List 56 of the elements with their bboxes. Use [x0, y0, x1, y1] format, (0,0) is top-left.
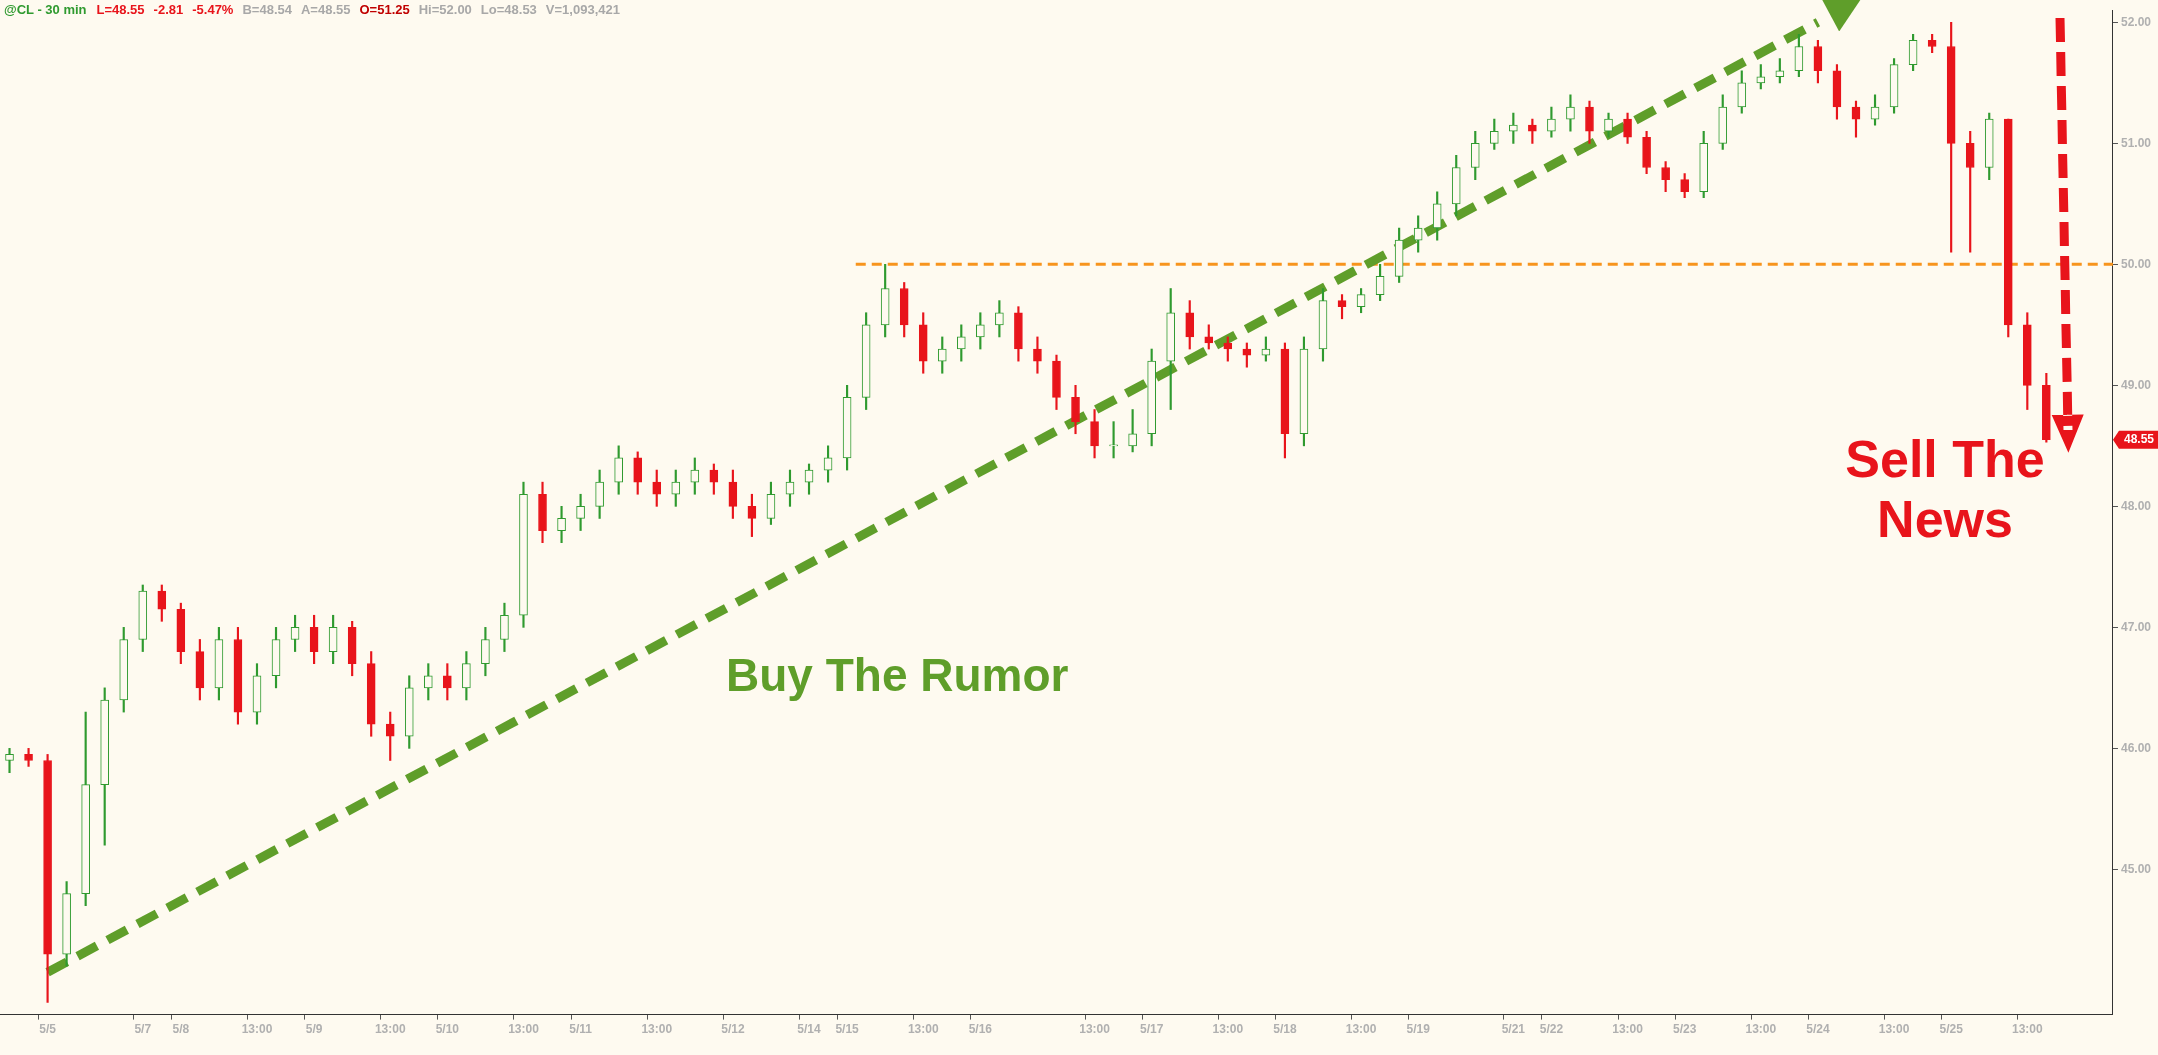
x-tick-label: 13:00	[641, 1022, 673, 1037]
annotation: -2.81	[153, 2, 184, 17]
x-tick-label: 5/18	[1273, 1022, 1297, 1037]
x-tick-label: 13:00	[2011, 1022, 2043, 1037]
y-tick-label: 52.00	[2120, 14, 2152, 29]
annotation: A=48.55	[300, 2, 351, 17]
annotation: Sell The News	[1844, 430, 2046, 550]
x-tick-label: 13:00	[1745, 1022, 1777, 1037]
x-tick-label: 13:00	[1612, 1022, 1644, 1037]
x-tick-label: 5/19	[1406, 1022, 1431, 1037]
x-tick-label: 5/15	[835, 1022, 860, 1037]
candlestick	[1033, 336, 1042, 374]
x-tick-label: 13:00	[374, 1022, 406, 1037]
x-tick-label: 13:00	[907, 1022, 939, 1037]
candlestick	[1109, 421, 1118, 459]
x-tick-label: 13:00	[1345, 1022, 1377, 1037]
y-tick-label: 51.00	[2120, 135, 2152, 150]
annotation: B=48.54	[242, 2, 292, 17]
x-tick-label: 5/10	[435, 1022, 460, 1037]
x-tick-label: 5/25	[1939, 1022, 1964, 1037]
x-tick-label: 5/21	[1501, 1022, 1526, 1037]
candlestick	[557, 506, 566, 543]
x-tick-label: 13:00	[508, 1022, 540, 1037]
x-tick-label: 13:00	[1079, 1022, 1111, 1037]
y-tick-label: 46.00	[2120, 740, 2152, 755]
x-tick-label: 13:00	[241, 1022, 273, 1037]
chart-title: @CL - 30 min	[4, 2, 87, 17]
candlestick	[1566, 94, 1575, 132]
annotation: Lo=48.53	[480, 2, 537, 17]
x-tick-label: 5/14	[797, 1022, 822, 1037]
y-tick-label: 45.00	[2120, 861, 2152, 876]
annotation: V=1,093,421	[545, 2, 620, 17]
annotation: Hi=52.00	[418, 2, 472, 17]
x-tick-label: 5/17	[1139, 1022, 1164, 1037]
x-tick-label: 13:00	[1212, 1022, 1244, 1037]
y-tick-label: 47.00	[2120, 619, 2152, 634]
x-tick-label: 5/8	[172, 1022, 190, 1037]
x-tick-label: 5/7	[134, 1022, 152, 1037]
x-tick-label: 5/24	[1806, 1022, 1830, 1037]
x-tick-label: 5/11	[569, 1022, 593, 1037]
x-tick-label: 5/22	[1539, 1022, 1564, 1037]
annotation: Buy The Rumor	[726, 648, 1069, 702]
candlestick	[5, 748, 14, 773]
x-tick-label: 5/23	[1672, 1022, 1697, 1037]
x-tick-label: 5/12	[721, 1022, 745, 1037]
x-tick-label: 13:00	[1878, 1022, 1910, 1037]
y-tick-label: 50.00	[2120, 256, 2152, 271]
annotation: O=51.25	[359, 2, 410, 17]
annotation: -5.47%	[192, 2, 234, 17]
annotation: L=48.55	[96, 2, 145, 17]
y-tick-label: 49.00	[2120, 377, 2152, 392]
y-tick-label: 48.00	[2120, 498, 2152, 513]
x-tick-label: 5/5	[39, 1022, 57, 1037]
x-tick-label: 5/9	[305, 1022, 323, 1037]
x-tick-label: 5/16	[968, 1022, 993, 1037]
text: 48.55	[2123, 432, 2155, 447]
